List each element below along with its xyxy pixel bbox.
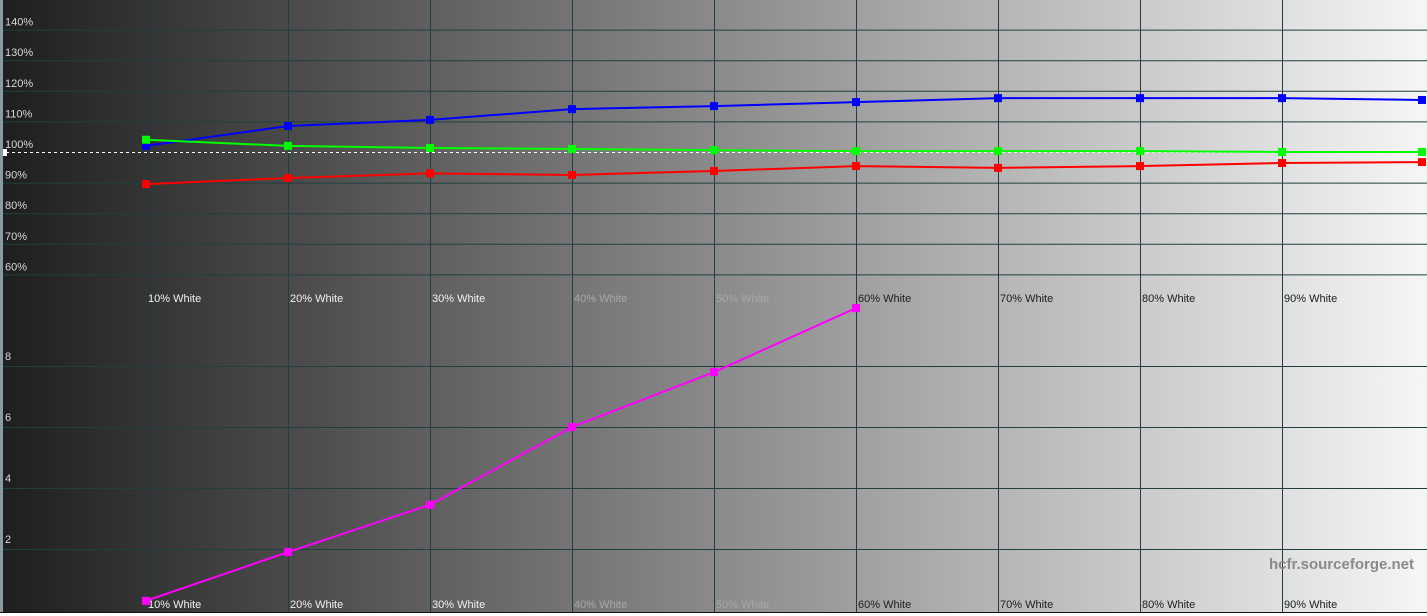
y-tick-label: 90% <box>5 170 27 182</box>
blue-series-point <box>284 121 292 130</box>
blue-series-point <box>568 105 576 114</box>
left-border <box>0 0 3 612</box>
y-tick-label: 110% <box>5 108 33 120</box>
x-tick-label: 10% White <box>148 599 201 611</box>
x-tick-label: 20% White <box>290 293 343 305</box>
x-tick-label: 10% White <box>148 293 201 305</box>
x-tick-label: 90% White <box>1284 293 1337 305</box>
x-tick-label: 80% White <box>1142 293 1195 305</box>
x-tick-label: 40% White <box>574 293 627 305</box>
blue-series-point <box>1278 94 1286 103</box>
red-series-point <box>568 170 576 179</box>
x-tick-label: 80% White <box>1142 599 1195 611</box>
x-tick-label: 20% White <box>290 599 343 611</box>
green-series-point <box>568 144 576 153</box>
red-series-point <box>284 174 292 183</box>
magenta-series-point <box>142 596 150 605</box>
y-tick-label: 8 <box>5 351 11 363</box>
y-tick-label: 4 <box>5 473 11 485</box>
blue-series-point <box>1418 95 1426 104</box>
magenta-series-point <box>426 500 434 509</box>
watermark: hcfr.sourceforge.net <box>1269 556 1414 573</box>
magenta-series-point <box>852 304 860 313</box>
y-tick-label: 140% <box>5 17 33 29</box>
y-tick-label: 120% <box>5 78 33 90</box>
blue-series-point <box>710 102 718 111</box>
green-series-line <box>145 138 1422 153</box>
y-tick-label: 60% <box>5 261 27 273</box>
x-tick-label: 70% White <box>1000 599 1053 611</box>
reference-marker <box>3 149 7 156</box>
green-series-point <box>710 146 718 155</box>
green-series-point <box>284 141 292 150</box>
red-series-point <box>142 180 150 189</box>
magenta-series-point <box>710 368 718 377</box>
blue-series-point <box>1136 94 1144 103</box>
blue-series-point <box>426 115 434 124</box>
red-series-point <box>710 166 718 175</box>
red-series-point <box>852 162 860 171</box>
bottom-strip <box>0 612 1427 616</box>
blue-series-point <box>852 98 860 107</box>
green-series-point <box>1418 148 1426 156</box>
y-tick-label: 100% <box>5 139 33 151</box>
x-tick-label: 50% White <box>716 293 769 305</box>
red-series-point <box>1418 158 1426 167</box>
red-series-point <box>1278 159 1286 168</box>
x-tick-label: 40% White <box>574 599 627 611</box>
magenta-series-line <box>145 307 857 602</box>
y-tick-label: 130% <box>5 47 33 59</box>
green-series-point <box>142 135 150 144</box>
x-tick-label: 70% White <box>1000 293 1053 305</box>
red-series-line <box>145 161 1423 186</box>
red-series-point <box>426 169 434 178</box>
blue-series-line <box>145 97 1423 147</box>
x-tick-label: 30% White <box>432 599 485 611</box>
red-series-point <box>994 163 1002 172</box>
blue-series-point <box>142 141 150 150</box>
y-tick-label: 6 <box>5 412 11 424</box>
green-series-point <box>1136 147 1144 156</box>
magenta-series-point <box>568 423 576 431</box>
x-tick-label: 30% White <box>432 293 485 305</box>
green-series-point <box>426 144 434 153</box>
blue-series-point <box>994 94 1002 103</box>
green-series-point <box>852 147 860 156</box>
x-tick-label: 90% White <box>1284 599 1337 611</box>
green-series-point <box>1278 148 1286 156</box>
x-tick-label: 50% White <box>716 599 769 611</box>
magenta-series-point <box>284 548 292 557</box>
y-tick-label: 70% <box>5 231 27 243</box>
green-series-point <box>994 147 1002 156</box>
red-series-point <box>1136 162 1144 171</box>
y-tick-label: 2 <box>5 534 11 546</box>
x-tick-label: 60% White <box>858 599 911 611</box>
y-tick-label: 80% <box>5 200 27 212</box>
x-tick-label: 60% White <box>858 293 911 305</box>
